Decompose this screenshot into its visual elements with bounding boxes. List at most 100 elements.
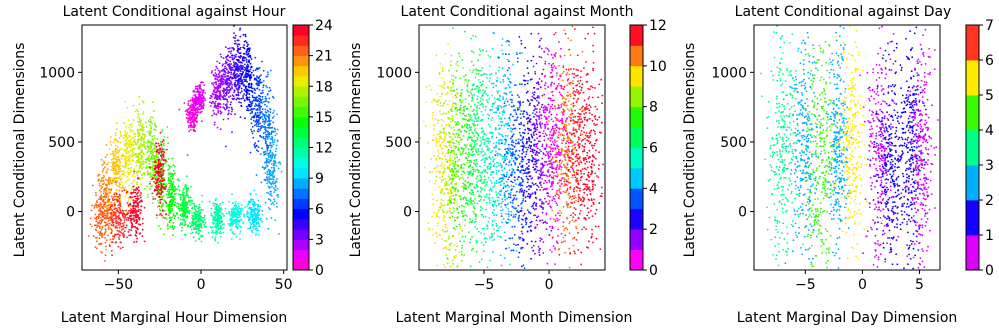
data-point [231, 131, 233, 134]
colorbar-segment [293, 157, 309, 169]
data-point [214, 213, 217, 216]
data-point [249, 151, 252, 154]
data-point [256, 111, 259, 114]
data-point [127, 199, 130, 202]
data-point [594, 105, 597, 108]
data-point [95, 204, 98, 207]
data-point [255, 118, 258, 121]
data-point [132, 119, 135, 121]
data-point [228, 65, 231, 68]
data-point [113, 198, 116, 201]
data-point [273, 141, 276, 143]
colorbar-tick-label: 6 [315, 202, 324, 218]
data-point [246, 48, 249, 51]
data-point [246, 205, 249, 208]
data-point [219, 53, 222, 56]
data-point [255, 77, 257, 80]
data-point [591, 144, 593, 147]
data-point [591, 119, 594, 122]
data-point [245, 59, 248, 61]
data-point [240, 55, 243, 58]
data-point [232, 211, 234, 214]
data-point [270, 157, 273, 160]
data-point [273, 164, 275, 167]
data-point [272, 170, 274, 173]
data-point [95, 226, 98, 229]
data-point [272, 112, 274, 114]
data-point [243, 63, 246, 66]
data-point [278, 233, 280, 235]
data-point [145, 126, 148, 128]
data-point [219, 222, 222, 225]
data-point [195, 107, 198, 110]
data-point [107, 217, 110, 220]
data-point [211, 114, 214, 117]
data-point [581, 121, 583, 123]
data-point [580, 175, 583, 178]
data-point [146, 170, 149, 173]
data-point [136, 115, 139, 118]
data-point [193, 202, 195, 205]
data-point [134, 210, 137, 213]
data-point [102, 160, 105, 163]
data-point [234, 40, 237, 42]
data-point [135, 235, 138, 237]
data-point [229, 103, 232, 106]
data-point [238, 77, 241, 80]
data-point [118, 137, 121, 139]
data-point [126, 171, 129, 173]
data-point [268, 144, 271, 147]
data-point [104, 228, 107, 231]
data-point [157, 142, 160, 145]
data-point [251, 201, 253, 203]
data-point [580, 118, 582, 121]
data-point [230, 113, 233, 115]
data-point [225, 107, 228, 110]
data-point [190, 109, 192, 112]
data-point [229, 76, 232, 79]
data-point [130, 182, 133, 185]
data-point [224, 71, 227, 74]
data-point [261, 213, 264, 216]
data-point [274, 160, 276, 163]
data-point [217, 111, 220, 114]
data-point [169, 209, 172, 212]
data-point [212, 101, 215, 103]
data-point [243, 78, 246, 81]
data-point [229, 60, 232, 63]
data-point [134, 207, 136, 210]
data-point [143, 137, 146, 140]
data-point [575, 149, 578, 152]
data-point [253, 107, 256, 110]
data-point [200, 110, 203, 113]
data-point [154, 189, 157, 192]
data-point [103, 260, 106, 262]
data-point [198, 237, 201, 240]
data-point [269, 69, 272, 72]
data-point [253, 99, 255, 102]
data-point [558, 253, 561, 256]
data-point [164, 162, 167, 165]
data-point [115, 160, 118, 163]
data-point [105, 239, 108, 242]
data-point [179, 196, 182, 199]
data-point [219, 93, 222, 96]
data-point [103, 233, 106, 236]
data-point [91, 204, 93, 207]
data-point [240, 90, 243, 93]
data-point [233, 32, 235, 34]
data-point [103, 190, 105, 193]
data-point [571, 174, 574, 177]
data-point [116, 226, 119, 229]
colorbar-segment [293, 208, 309, 220]
data-point [591, 147, 594, 149]
data-point [600, 195, 603, 198]
data-point [138, 131, 141, 134]
data-point [601, 121, 603, 124]
data-point [99, 202, 102, 204]
data-point [162, 139, 165, 141]
data-point [270, 194, 273, 197]
data-point [572, 212, 575, 214]
data-point [152, 167, 154, 170]
data-point [580, 130, 583, 132]
